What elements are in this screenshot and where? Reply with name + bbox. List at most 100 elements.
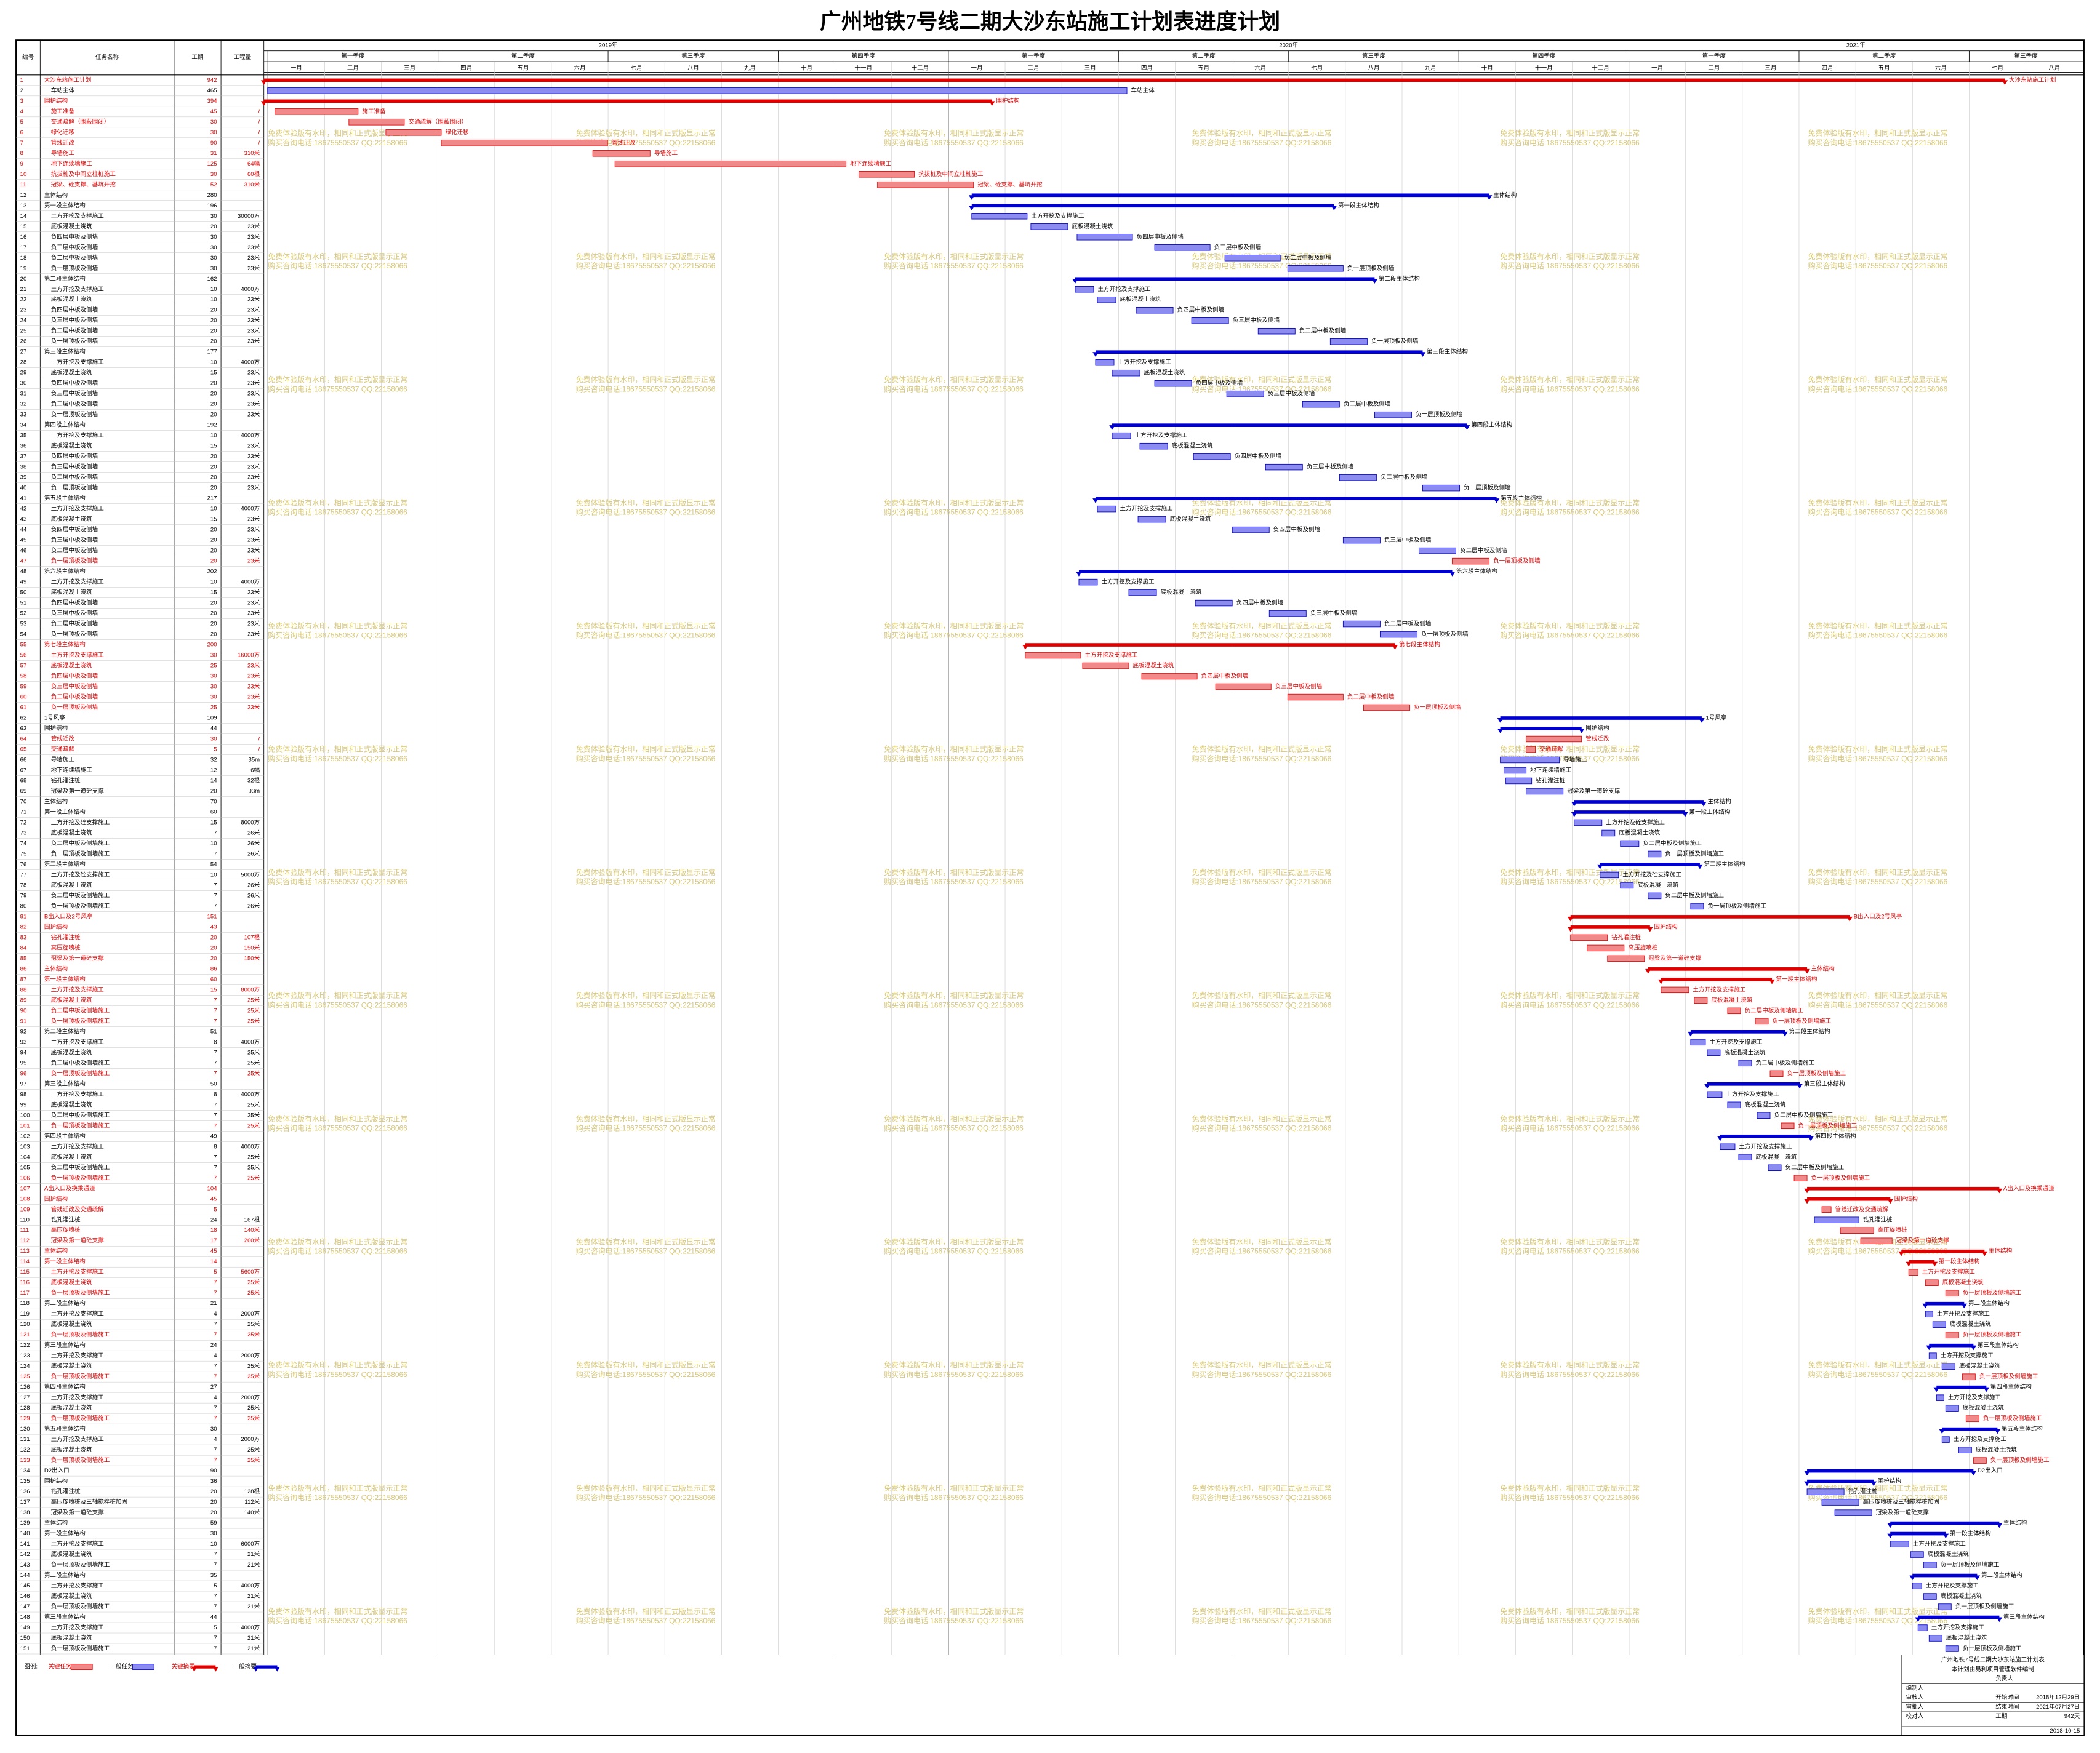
watermark: 免费体验版有水印，相同和正式版显示正常 xyxy=(884,991,1024,1000)
duration: 7 xyxy=(214,1154,217,1160)
task-name: 底板混凝土浇筑 xyxy=(51,1551,92,1558)
summary-bar xyxy=(1025,643,1395,647)
duration: 7 xyxy=(214,903,217,909)
watermark: 购买咨询电话:18675550537 QQ:22158066 xyxy=(1192,631,1332,640)
row-id: 47 xyxy=(20,558,27,565)
bar-label: 管线迁改 xyxy=(1585,735,1609,743)
summary-end xyxy=(1419,352,1426,357)
summary-bar xyxy=(971,204,1334,208)
task-bar xyxy=(1757,1112,1771,1119)
watermark: 免费体验版有水印，相同和正式版显示正常 xyxy=(1808,1114,1948,1123)
watermark: 免费体验版有水印，相同和正式版显示正常 xyxy=(884,868,1024,877)
quantity: 260米 xyxy=(244,1237,260,1244)
task-name: 第二段主体结构 xyxy=(44,1300,86,1307)
quantity: 23米 xyxy=(247,631,260,638)
bar-label: 围护结构 xyxy=(1894,1195,1918,1202)
watermark: 免费体验版有水印，相同和正式版显示正常 xyxy=(268,252,407,261)
bar-label: 负四层中板及侧墙 xyxy=(1137,233,1184,241)
duration: 30 xyxy=(210,255,217,262)
bar-label: 钻孔灌注桩 xyxy=(1863,1216,1893,1223)
task-name: 负四层中板及侧墙 xyxy=(51,380,98,387)
row-id: 26 xyxy=(20,338,27,345)
watermark: 购买咨询电话:18675550537 QQ:22158066 xyxy=(1500,1247,1640,1256)
duration: 20 xyxy=(210,600,217,607)
month-label: 十一月 xyxy=(1535,65,1553,72)
task-name: 负一层顶板及侧墙施工 xyxy=(51,1069,110,1077)
row-id: 128 xyxy=(20,1405,30,1412)
task-bar xyxy=(1257,327,1296,335)
quarter-label: 第三季度 xyxy=(1362,52,1386,60)
bar-label: 第一段主体结构 xyxy=(1939,1258,1980,1265)
quantity: 6000方 xyxy=(241,1540,260,1547)
duration: 90 xyxy=(210,1467,217,1474)
bar-label: 负二层中板及侧墙 xyxy=(1460,547,1507,554)
duration: 30 xyxy=(210,652,217,659)
row-id: 27 xyxy=(20,349,27,356)
quantity: / xyxy=(258,119,260,126)
bar-label: 大沙东站施工计划 xyxy=(2009,76,2056,84)
row-id: 57 xyxy=(20,663,27,669)
watermark: 购买咨询电话:18675550537 QQ:22158066 xyxy=(1808,1616,1948,1625)
task-name: 第四段主体结构 xyxy=(44,1132,86,1140)
summary-bar xyxy=(1807,1186,2000,1191)
row-id: 106 xyxy=(20,1175,30,1181)
duration: 7 xyxy=(214,1457,217,1464)
duration: 30 xyxy=(210,265,217,272)
summary-end xyxy=(1464,425,1470,430)
task-bar xyxy=(1342,537,1381,544)
duration: 90 xyxy=(210,140,217,146)
task-name: 土方开挖及支撑施工 xyxy=(51,1624,105,1631)
row-id: 89 xyxy=(20,997,27,1004)
row-id: 71 xyxy=(20,809,27,815)
task-bar xyxy=(385,129,442,136)
row-id: 18 xyxy=(20,255,27,262)
task-bar xyxy=(1648,850,1662,858)
row-id: 23 xyxy=(20,307,27,314)
watermark: 免费体验版有水印，相同和正式版显示正常 xyxy=(1500,252,1640,261)
task-name: 负一层顶板及侧墙施工 xyxy=(51,1331,110,1338)
task-name: 负一层顶板及侧墙施工 xyxy=(51,1122,110,1129)
task-name: 围护结构 xyxy=(44,923,68,930)
summary-end xyxy=(1697,864,1703,869)
summary-bar xyxy=(1807,1479,1874,1483)
bar-label: 主体结构 xyxy=(2003,1519,2027,1527)
row-id: 43 xyxy=(20,516,27,523)
summary-bar xyxy=(1095,350,1423,354)
task-name: 负一层顶板及侧墙 xyxy=(51,704,98,711)
task-name: 负二层中板及侧墙 xyxy=(51,254,98,262)
task-name: 冠梁及第一道砼支撑 xyxy=(51,1509,105,1516)
task-bar xyxy=(1945,1332,1959,1338)
duration: 151 xyxy=(207,913,217,920)
watermark: 免费体验版有水印，相同和正式版显示正常 xyxy=(1192,498,1332,507)
row-id: 4 xyxy=(20,108,24,115)
watermark: 购买咨询电话:18675550537 QQ:22158066 xyxy=(576,384,716,393)
summary-end xyxy=(1701,801,1707,807)
task-bar xyxy=(1620,840,1640,847)
task-name: 1号风亭 xyxy=(44,714,65,722)
task-name: 负一层顶板及侧墙施工 xyxy=(51,1174,110,1181)
task-bar xyxy=(1287,693,1344,701)
summary-end xyxy=(1072,279,1078,284)
bar-label: 冠梁及第一道砼支撑 xyxy=(1567,788,1621,795)
task-name: 负二层中板及侧墙施工 xyxy=(51,1164,110,1171)
quantity: 4000方 xyxy=(241,505,260,513)
quantity: 25米 xyxy=(247,1007,260,1014)
task-bar xyxy=(1500,756,1560,764)
quantity: 2000方 xyxy=(241,1352,260,1359)
info-field: 2018年12月29日 xyxy=(2036,1694,2080,1701)
quantity: 23米 xyxy=(247,244,260,251)
summary-end xyxy=(1996,1523,2003,1528)
duration: 7 xyxy=(214,1603,217,1610)
watermark: 购买咨询电话:18675550537 QQ:22158066 xyxy=(1808,877,1948,886)
row-id: 39 xyxy=(20,474,27,481)
row-id: 58 xyxy=(20,673,27,680)
task-name: 管线迁改及交通疏解 xyxy=(51,1205,105,1213)
task-name: 第七段主体结构 xyxy=(44,641,86,649)
watermark: 购买咨询电话:18675550537 QQ:22158066 xyxy=(268,1000,407,1009)
duration: 15 xyxy=(210,370,217,377)
info-manager: 负责人 xyxy=(1995,1675,2013,1682)
task-name: 底板混凝土浇筑 xyxy=(51,296,92,303)
task-bar xyxy=(1727,1101,1741,1109)
watermark: 免费体验版有水印，相同和正式版显示正常 xyxy=(576,991,716,1000)
